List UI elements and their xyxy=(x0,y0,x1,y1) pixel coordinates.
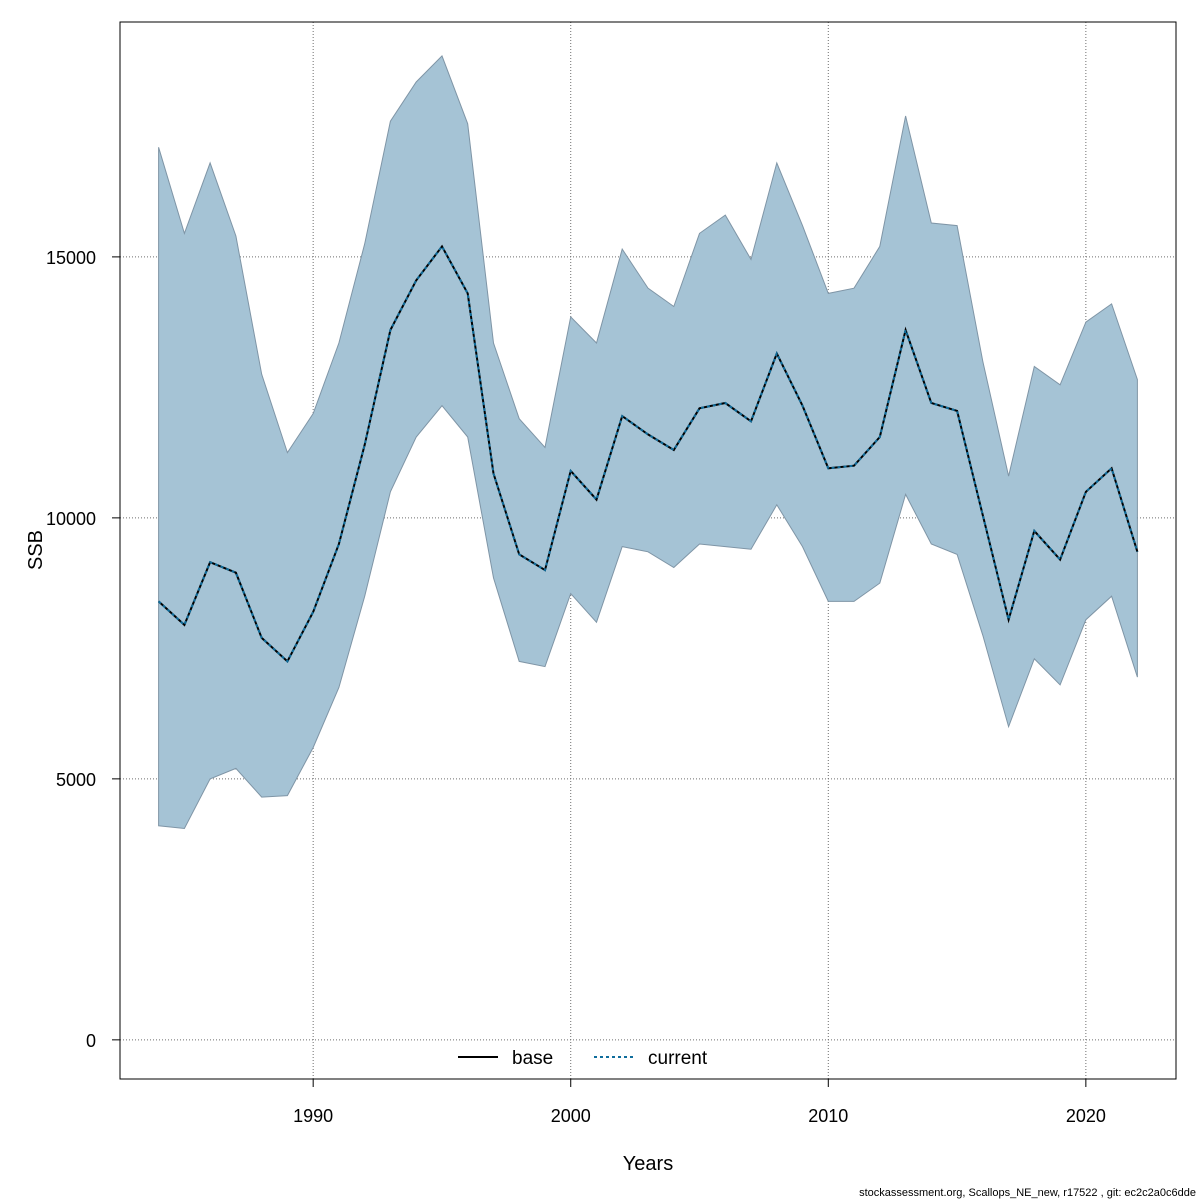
confidence-band xyxy=(158,54,1138,830)
y-axis: 0 5000 10000 15000 xyxy=(46,248,120,1051)
x-tick-label-2000: 2000 xyxy=(551,1106,591,1126)
plot-frame xyxy=(119,21,1177,1080)
y-tick-label-10000: 10000 xyxy=(46,509,96,529)
x-tick-label-2020: 2020 xyxy=(1066,1106,1106,1126)
x-axis: 1990 2000 2010 2020 xyxy=(293,1079,1106,1126)
series-line-base xyxy=(157,244,1139,664)
x-tick-label-1990: 1990 xyxy=(293,1106,333,1126)
legend: base current xyxy=(458,1048,708,1069)
x-axis-label: Years xyxy=(623,1153,673,1175)
y-tick-label-5000: 5000 xyxy=(56,770,96,790)
y-tick-label-15000: 15000 xyxy=(46,248,96,268)
x-tick-label-2010: 2010 xyxy=(808,1106,848,1126)
y-axis-label: SSB xyxy=(25,530,47,570)
legend-label-current: current xyxy=(648,1048,708,1069)
footer-note: stockassessment.org, Scallops_NE_new, r1… xyxy=(859,1187,1196,1199)
y-tick-label-0: 0 xyxy=(86,1031,96,1051)
legend-label-base: base xyxy=(512,1048,553,1069)
